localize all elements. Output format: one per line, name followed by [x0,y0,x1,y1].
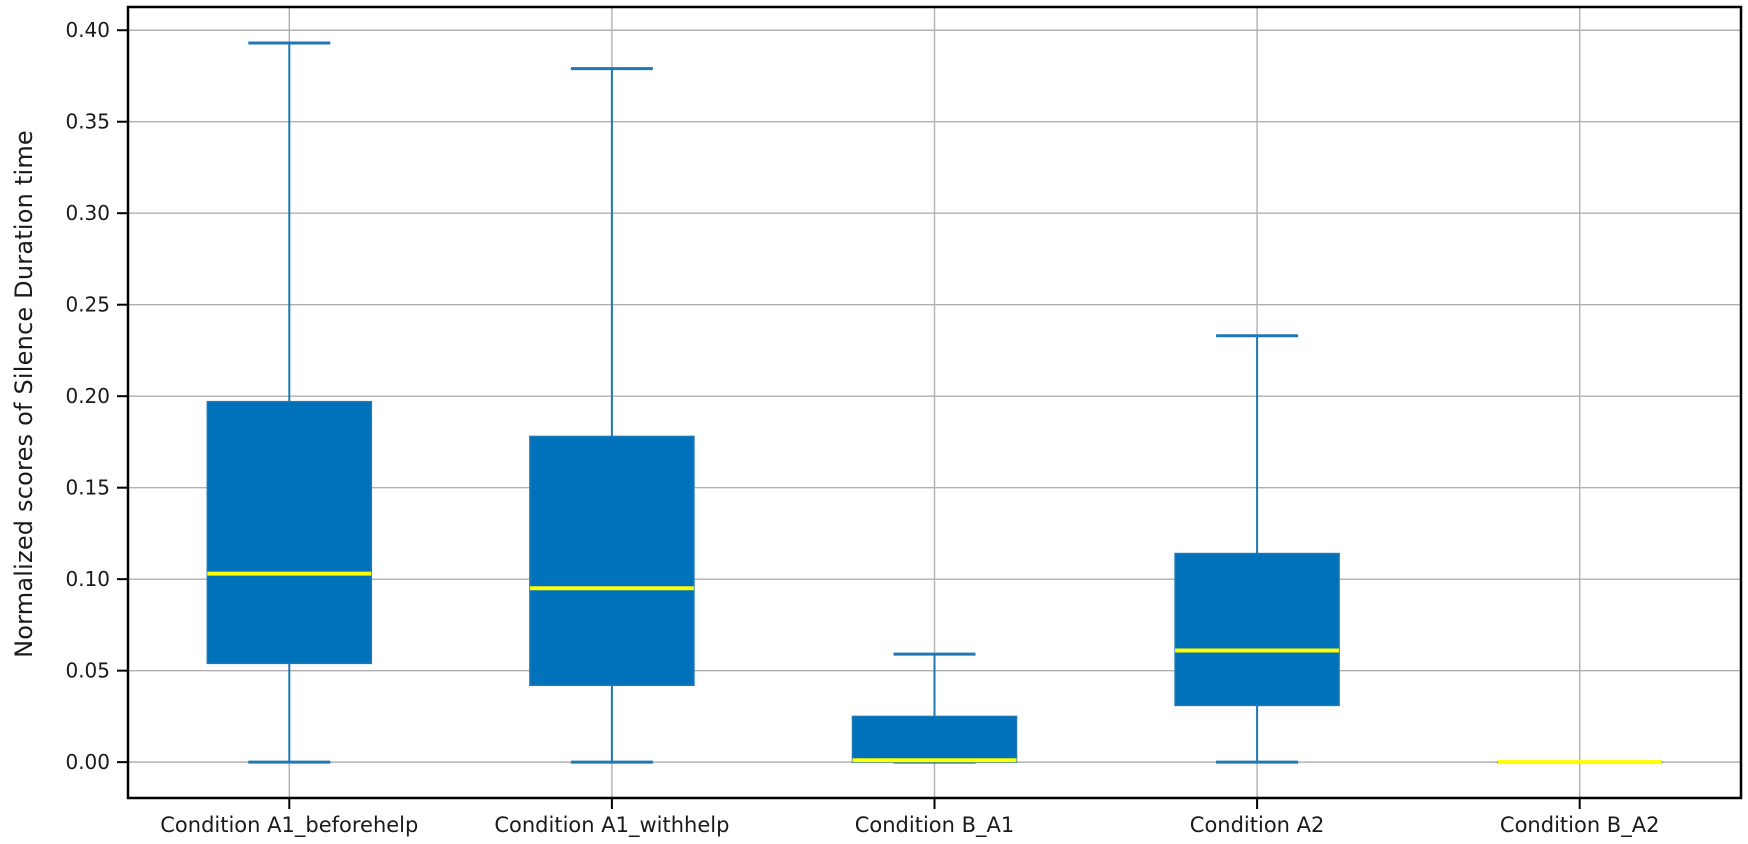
y-tick-label: 0.40 [65,18,110,42]
x-tick-label: Condition A2 [1190,813,1325,837]
y-tick-label: 0.00 [65,750,110,774]
y-tick-label: 0.35 [65,110,110,134]
x-tick-label: Condition B_A1 [855,813,1015,838]
y-tick-label: 0.15 [65,476,110,500]
iqr-box [851,715,1018,763]
y-axis-label: Normalized scores of Silence Duration ti… [10,130,38,658]
y-tick-label: 0.05 [65,659,110,683]
y-tick-label: 0.10 [65,567,110,591]
iqr-box [529,435,695,687]
iqr-box [1174,552,1340,707]
y-tick-label: 0.30 [65,201,110,225]
y-tick-label: 0.20 [65,384,110,408]
x-tick-label: Condition B_A2 [1500,813,1660,838]
y-tick-label: 0.25 [65,293,110,317]
x-tick-label: Condition A1_withhelp [494,813,729,838]
iqr-box [206,400,373,665]
x-tick-label: Condition A1_beforehelp [160,813,418,838]
